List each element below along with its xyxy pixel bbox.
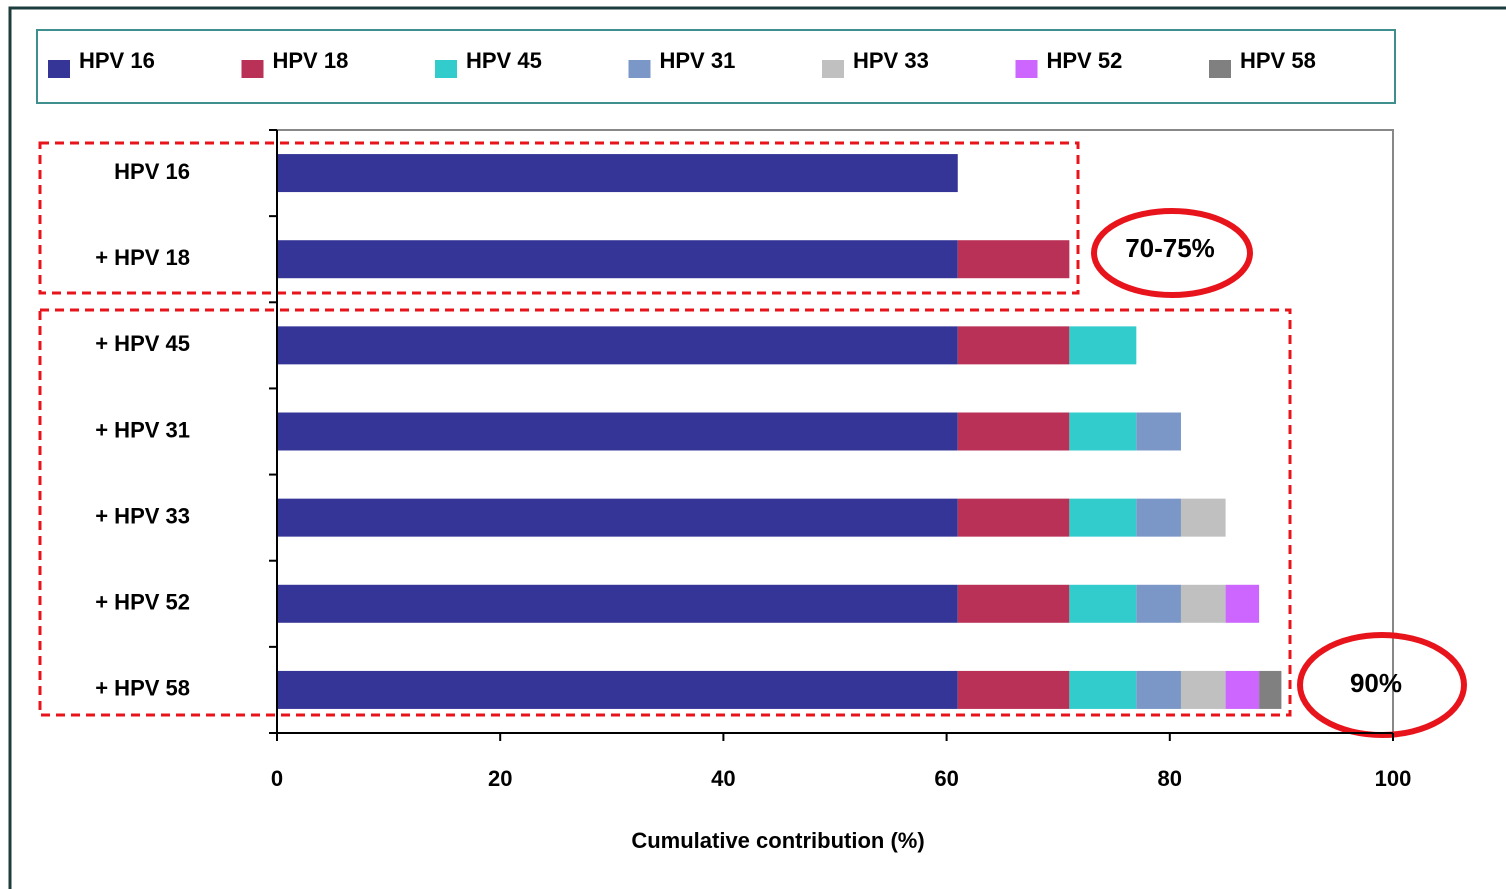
x-tick-label: 40 <box>711 766 735 791</box>
highlight-ellipse <box>1091 208 1253 298</box>
legend-label: HPV 18 <box>273 48 349 73</box>
legend-label: HPV 58 <box>1240 48 1316 73</box>
bar-segment <box>1259 670 1282 709</box>
y-tick-label: + HPV 52 <box>95 590 190 615</box>
y-tick-label: HPV 16 <box>114 159 190 184</box>
bar-segment <box>1180 498 1226 537</box>
bar-segment <box>957 240 1070 279</box>
legend-swatch <box>435 60 457 78</box>
legend-label: HPV 16 <box>79 48 155 73</box>
bar-segment <box>277 326 958 365</box>
bar-segment <box>957 326 1070 365</box>
plot-border <box>277 129 1394 733</box>
y-tick-label: + HPV 31 <box>95 417 190 442</box>
legend-label: HPV 33 <box>853 48 929 73</box>
legend-swatch <box>48 60 70 78</box>
bar-segment <box>957 670 1070 709</box>
bar-segment <box>1069 498 1137 537</box>
bar-segment <box>1136 498 1181 537</box>
legend-swatch <box>1015 60 1038 78</box>
annotation: 90% <box>1350 668 1402 698</box>
bar-segment <box>957 584 1070 623</box>
x-tick-label: 80 <box>1158 766 1182 791</box>
legend-swatch <box>628 60 651 78</box>
bar-segment <box>1069 670 1137 709</box>
y-tick-label: + HPV 58 <box>95 676 190 701</box>
frame <box>8 6 1506 889</box>
bar-segment <box>277 240 958 279</box>
group-box <box>38 308 1292 717</box>
bar-segment <box>277 584 958 623</box>
legend-label: HPV 52 <box>1047 48 1123 73</box>
bar-segment <box>1136 670 1181 709</box>
legend-swatch <box>822 60 844 78</box>
bar-segment <box>277 670 958 709</box>
bar-segment <box>277 498 958 537</box>
x-axis-label: Cumulative contribution (%) <box>631 828 924 853</box>
legend-swatch <box>241 60 264 78</box>
y-tick-label: + HPV 33 <box>95 503 190 528</box>
bar-segment <box>1225 670 1260 709</box>
bar-segment <box>1069 412 1137 451</box>
bar-segment <box>1069 584 1137 623</box>
group-box <box>38 141 1080 295</box>
bar-segment <box>957 412 1070 451</box>
bar-segment <box>1225 584 1260 623</box>
bar-segment <box>1180 670 1226 709</box>
legend-label: HPV 45 <box>466 48 542 73</box>
y-tick-label: + HPV 18 <box>95 245 190 270</box>
bar-segment <box>1069 326 1137 365</box>
highlight-ellipse <box>1297 632 1467 738</box>
bar-segment <box>1136 412 1181 451</box>
x-tick-label: 60 <box>934 766 958 791</box>
bar-segment <box>1136 584 1181 623</box>
bar-segment <box>957 498 1070 537</box>
legend-label: HPV 31 <box>660 48 736 73</box>
annotation: 70-75% <box>1125 233 1215 263</box>
x-tick-label: 0 <box>271 766 283 791</box>
legend-swatch <box>1209 60 1231 78</box>
bar-segment <box>277 154 958 193</box>
bar-segment <box>277 412 958 451</box>
x-tick-label: 100 <box>1375 766 1412 791</box>
bar-segment <box>1180 584 1226 623</box>
x-tick-label: 20 <box>488 766 512 791</box>
y-tick-label: + HPV 45 <box>95 331 190 356</box>
